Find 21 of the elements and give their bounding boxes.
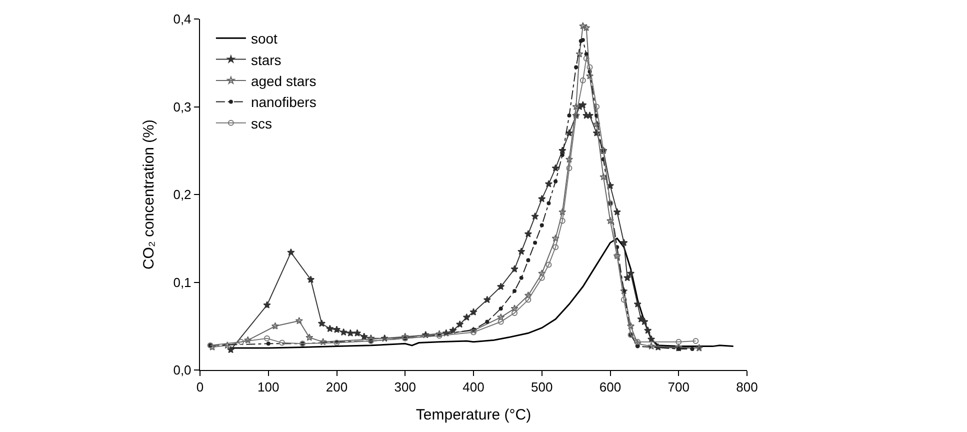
x-tick-label: 600	[599, 380, 622, 395]
y-tick-label: 0,0	[173, 362, 192, 378]
x-tick-label: 100	[258, 380, 280, 395]
legend-label: soot	[250, 30, 278, 47]
legend-label: scs	[250, 115, 272, 132]
legend-label: stars	[250, 52, 282, 68]
legend-label: aged stars	[250, 72, 316, 89]
y-tick-label: 0,4	[173, 12, 192, 27]
y-axis-title: CO₂ concentration (%)	[140, 119, 158, 270]
x-tick-label: 300	[394, 380, 416, 395]
y-tick-label: 0,2	[173, 187, 192, 202]
x-axis-title: Temperature (°C)	[416, 406, 532, 424]
x-tick-label: 500	[531, 380, 553, 395]
legend-label: nanofibers	[250, 94, 316, 110]
y-tick-label: 0,1	[173, 274, 192, 290]
x-tick-label: 700	[668, 380, 690, 395]
y-tick-label: 0,3	[173, 99, 192, 114]
x-tick-label: 800	[736, 380, 758, 395]
x-tick-label: 0	[196, 380, 204, 395]
x-tick-label: 200	[326, 380, 348, 395]
x-tick-label: 400	[462, 380, 484, 395]
